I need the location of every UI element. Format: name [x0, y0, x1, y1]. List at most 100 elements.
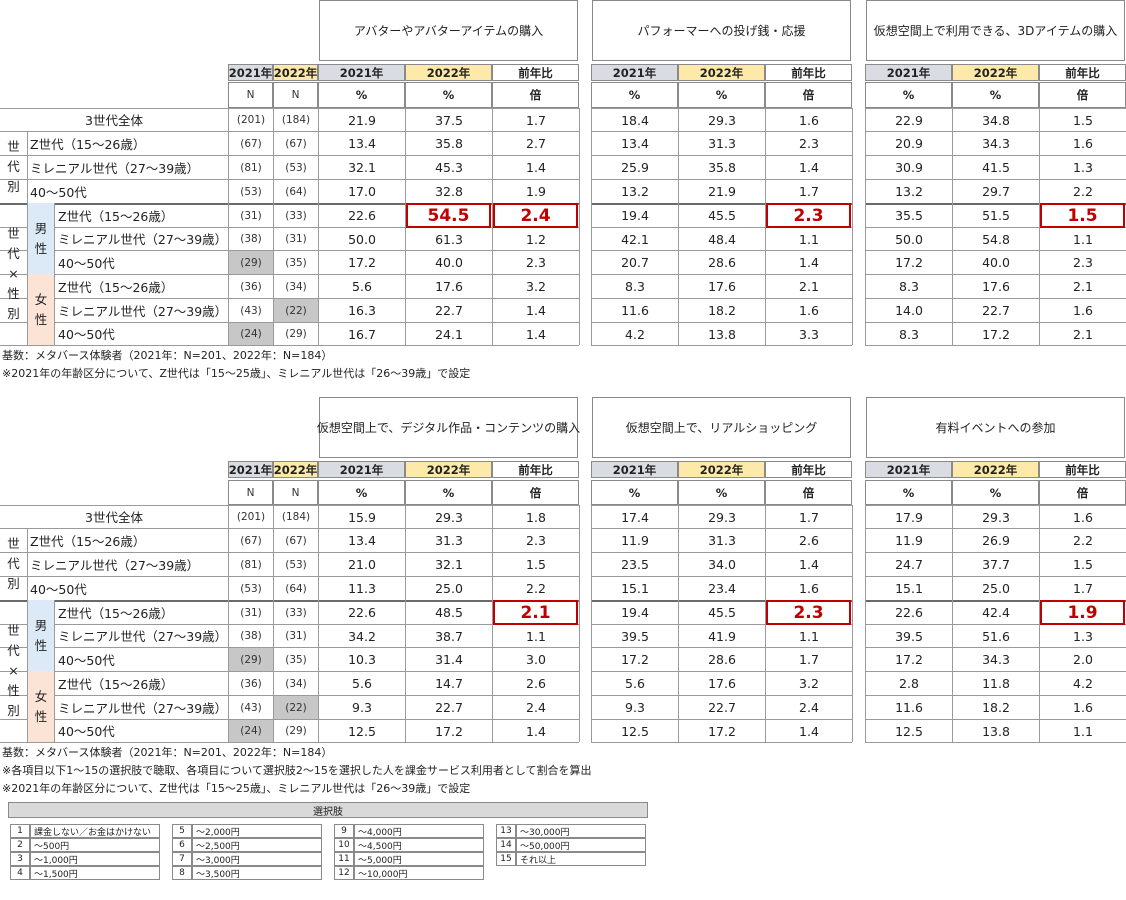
col-divider: [952, 108, 953, 345]
n-2022-value: (34): [285, 677, 307, 690]
n-2022-value: (35): [285, 653, 307, 666]
n-2021-value: (201): [236, 114, 266, 126]
cell-value: 54.8: [982, 231, 1010, 247]
group-title: 有料イベントへの参加: [866, 397, 1125, 458]
row-label-generation: 40～50代: [30, 184, 87, 200]
unit-header: %: [405, 82, 492, 108]
n-2021-value: (81): [240, 161, 262, 174]
highlighted-value: 2.3: [766, 600, 851, 625]
row-label-female: Z世代（15～26歳）: [58, 676, 174, 692]
cell-value: 17.9: [895, 509, 923, 525]
cell-value: 10.3: [348, 652, 376, 667]
row-divider: [0, 131, 318, 132]
cell-value: 1.5: [1073, 557, 1093, 572]
col-divider: [492, 108, 493, 345]
n-header: N: [273, 82, 318, 108]
column-header: 2021年: [865, 461, 952, 478]
column-header: 2022年: [952, 64, 1039, 81]
row-divider: [865, 274, 1126, 275]
unit-header: 倍: [765, 82, 852, 108]
cell-value: 17.2: [895, 255, 923, 270]
row-divider: [318, 108, 579, 109]
row-divider: [0, 298, 318, 299]
n-2021-value: (24): [229, 720, 273, 742]
cell-value: 29.7: [982, 184, 1010, 199]
option-label: 課金しない／お金はかけない: [30, 824, 160, 838]
row-divider: [591, 274, 852, 275]
n-header: N: [273, 480, 318, 505]
column-header: 2021年: [591, 64, 678, 81]
n-2022-value: (29): [285, 328, 307, 340]
cell-value: 37.5: [435, 112, 463, 128]
row-divider: [865, 227, 1126, 228]
cell-value: 45.5: [708, 208, 736, 223]
row-divider: [591, 227, 852, 228]
row-divider: [0, 528, 318, 529]
cell-value: 42.4: [982, 605, 1010, 620]
footnote: 基数：メタバース体験者（2021年：N=201、2022年：N=184）: [2, 348, 333, 362]
cell-value: 1.9: [526, 184, 546, 199]
cell-value: 25.9: [621, 160, 649, 175]
row-divider: [318, 322, 579, 323]
col-divider: [865, 505, 866, 742]
cell-value: 48.4: [708, 231, 736, 247]
cell-value: 14.0: [895, 303, 923, 318]
unit-header: %: [318, 480, 405, 505]
unit-header: %: [865, 480, 952, 505]
n-2021-value: (31): [240, 209, 262, 222]
cell-value: 1.1: [799, 628, 819, 644]
cell-value: 22.6: [348, 605, 376, 620]
cell-value: 11.6: [621, 303, 649, 318]
cell-value: 17.2: [435, 723, 463, 739]
unit-header: 倍: [492, 480, 579, 505]
cell-value: 1.3: [1073, 628, 1093, 644]
row-divider: [0, 671, 318, 672]
cell-value: 25.0: [435, 581, 463, 596]
cell-value: 1.7: [1073, 581, 1093, 596]
option-label: ～30,000円: [516, 824, 646, 838]
col-divider: [228, 108, 229, 345]
cell-value: 1.4: [526, 160, 546, 175]
cell-value: 21.0: [348, 557, 376, 572]
n-2021-value: (43): [240, 304, 262, 317]
col-divider: [678, 505, 679, 742]
n-2021-value: (38): [240, 630, 262, 642]
unit-header: %: [865, 82, 952, 108]
cell-value: 9.3: [352, 700, 372, 715]
cell-value: 16.7: [348, 326, 376, 342]
cell-value: 9.3: [625, 700, 645, 715]
row-label-male: ミレニアル世代（27～39歳）: [58, 232, 228, 247]
row-divider: [0, 227, 318, 228]
row-label-male: Z世代（15～26歳）: [58, 605, 174, 621]
row-divider: [591, 131, 852, 132]
n-2021-value: (201): [236, 511, 266, 523]
row-divider: [865, 322, 1126, 323]
cell-value: 22.6: [348, 208, 376, 223]
column-header: 2021年: [318, 64, 405, 81]
cell-value: 40.0: [982, 255, 1010, 270]
highlighted-value: 1.5: [1040, 203, 1125, 228]
cell-value: 5.6: [352, 279, 372, 294]
n-2021-value: (53): [240, 185, 262, 198]
unit-header: %: [952, 480, 1039, 505]
cell-value: 13.4: [621, 136, 649, 151]
cell-value: 8.3: [899, 326, 919, 342]
option-label: ～1,000円: [30, 852, 160, 866]
highlighted-value: 2.3: [766, 203, 851, 228]
cell-value: 15.1: [895, 581, 923, 596]
highlighted-value: 54.5: [406, 203, 491, 228]
row-divider: [591, 155, 852, 156]
option-number: 13: [496, 824, 516, 838]
row-divider: [865, 131, 1126, 132]
cell-value: 1.8: [526, 509, 546, 525]
row-divider: [0, 179, 318, 180]
row-divider: [318, 647, 579, 648]
unit-header: %: [591, 480, 678, 505]
n-2022-value: (53): [285, 161, 307, 174]
cell-value: 1.2: [526, 231, 546, 247]
cell-value: 2.8: [899, 676, 919, 691]
cell-value: 17.2: [348, 255, 376, 270]
cell-value: 29.3: [435, 509, 463, 525]
cell-value: 35.8: [435, 136, 463, 151]
group-label-generation: 世代別: [0, 528, 28, 600]
